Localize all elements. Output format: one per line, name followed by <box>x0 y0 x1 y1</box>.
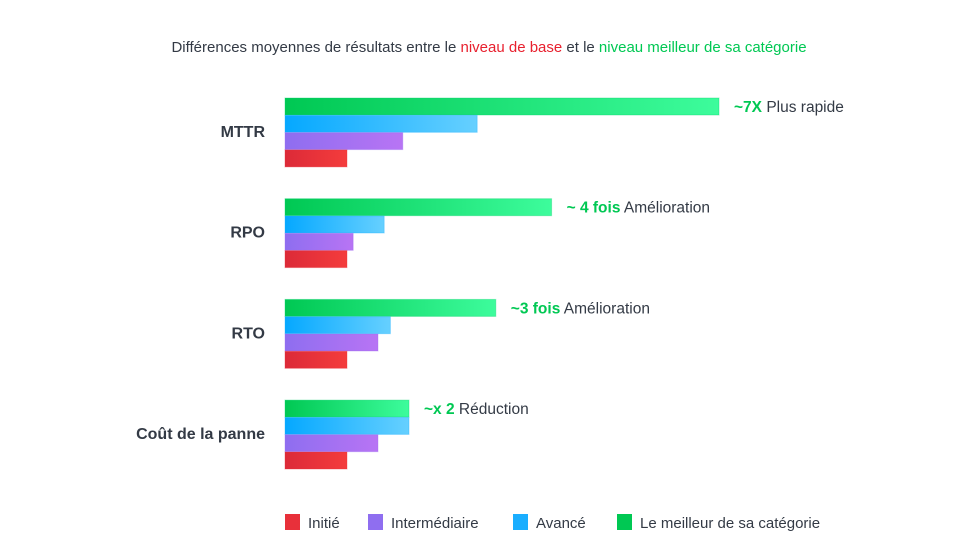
title-prefix: Différences moyennes de résultats entre … <box>171 39 460 56</box>
bar-rto-initie <box>284 350 348 369</box>
legend-swatch-le-meilleur-de-sa-categorie <box>617 514 632 530</box>
title-highlight-base: niveau de base <box>460 39 562 56</box>
bar-rto-avance <box>284 316 391 335</box>
bar-cout-de-la-panne-le-meilleur-de-sa-categorie <box>284 399 410 418</box>
annotation-factor: ~x 2 <box>424 401 455 418</box>
category-label-cout-de-la-panne: Coût de la panne <box>136 426 265 443</box>
legend-label-avance: Avancé <box>536 515 586 532</box>
bar-cout-de-la-panne-avance <box>284 416 410 435</box>
title-middle: et le <box>562 39 599 56</box>
legend-label-intermediaire: Intermédiaire <box>391 515 479 532</box>
bar-mttr-intermediaire <box>284 132 404 151</box>
annotation-factor: ~7X <box>734 99 763 116</box>
legend: Initié Intermédiaire Avancé Le meilleur de … <box>285 514 820 532</box>
annotation-rpo: ~ 4 fois Amélioration <box>567 200 710 217</box>
bar-cout-de-la-panne-initie <box>284 451 348 470</box>
category-label-rto: RTO <box>232 325 265 342</box>
legend-swatch-intermediaire <box>368 514 383 530</box>
annotation-text: Amélioration <box>620 200 710 217</box>
legend-label-initie: Initié <box>308 515 340 532</box>
annotation-text: Réduction <box>455 401 529 418</box>
bar-mttr-initie <box>284 149 348 168</box>
bars-group: MTTR ~7X Plus rapide RPO ~ 4 fois Améliorat… <box>136 97 844 470</box>
bar-rto-intermediaire <box>284 333 379 352</box>
bar-mttr-avance <box>284 114 478 133</box>
annotation-text: Amélioration <box>560 300 650 317</box>
bar-rto-le-meilleur-de-sa-categorie <box>284 298 497 317</box>
annotation-cout-de-la-panne: ~x 2 Réduction <box>424 401 529 418</box>
bar-mttr-le-meilleur-de-sa-categorie <box>284 97 720 116</box>
bar-rpo-avance <box>284 215 385 234</box>
annotation-text: Plus rapide <box>762 99 844 116</box>
chart-title: Différences moyennes de résultats entre … <box>171 39 806 56</box>
bar-rpo-initie <box>284 250 348 269</box>
legend-label-le-meilleur-de-sa-categorie: Le meilleur de sa catégorie <box>640 515 820 532</box>
bar-cout-de-la-panne-intermediaire <box>284 434 379 453</box>
annotation-factor: ~3 fois <box>511 300 561 317</box>
category-label-rpo: RPO <box>230 225 265 242</box>
bar-rpo-intermediaire <box>284 232 354 251</box>
legend-swatch-avance <box>513 514 528 530</box>
legend-swatch-initie <box>285 514 300 530</box>
annotation-rto: ~3 fois Amélioration <box>511 300 650 317</box>
annotation-mttr: ~7X Plus rapide <box>734 99 844 116</box>
title-highlight-best: niveau meilleur de sa catégorie <box>599 39 807 56</box>
bar-rpo-le-meilleur-de-sa-categorie <box>284 198 553 217</box>
annotation-factor: ~ 4 fois <box>567 200 621 217</box>
category-label-mttr: MTTR <box>221 124 266 141</box>
